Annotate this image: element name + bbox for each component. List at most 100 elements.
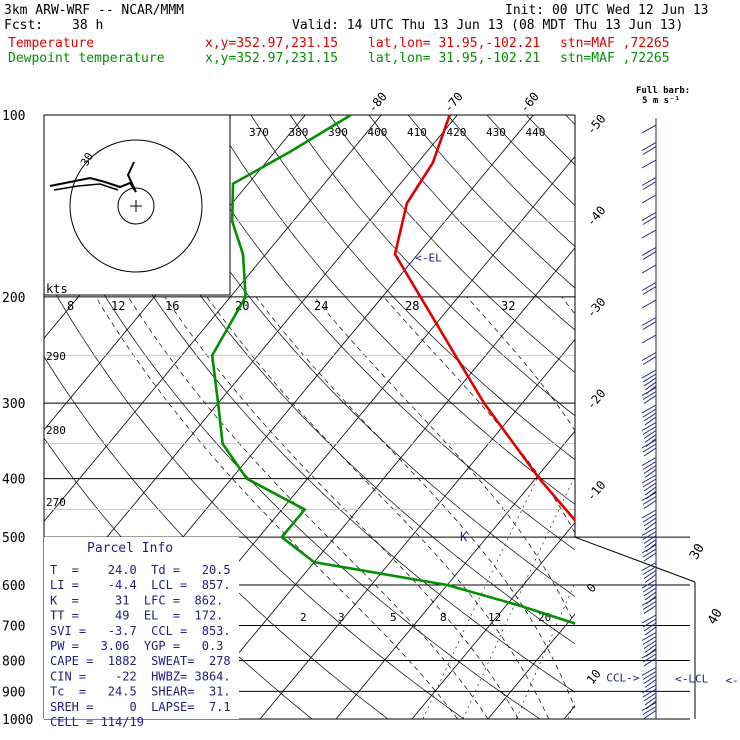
hodograph-ring bbox=[69, 139, 203, 273]
wind-barb bbox=[642, 513, 657, 523]
theta-label: 400 bbox=[368, 126, 388, 139]
skewed-temp-label: -40 bbox=[584, 203, 609, 229]
dry-adiabat bbox=[486, 115, 575, 207]
wind-barb bbox=[641, 317, 657, 326]
theta-label: 390 bbox=[328, 126, 348, 139]
dry-adiabat bbox=[565, 115, 575, 125]
model-title: 3km ARW-WRF -- NCAR/MMM bbox=[4, 3, 185, 18]
wind-barb bbox=[641, 439, 657, 449]
mixing-ratio-label: 28 bbox=[405, 299, 419, 313]
wind-barb bbox=[644, 521, 657, 531]
wind-barb bbox=[641, 667, 657, 676]
wind-barb bbox=[644, 679, 657, 688]
skewed-temp-label: -20 bbox=[584, 386, 609, 412]
wind-barb bbox=[641, 177, 657, 186]
wind-barb bbox=[643, 377, 657, 387]
hodograph-frame bbox=[43, 114, 231, 296]
wind-barb bbox=[644, 416, 657, 426]
parcel-row: CELL = 114/19 bbox=[50, 715, 144, 729]
mixing-ratio-line bbox=[462, 478, 574, 719]
wind-barb bbox=[642, 391, 657, 400]
wind-barb bbox=[643, 675, 657, 684]
wind-barb bbox=[643, 482, 657, 492]
wind-barb bbox=[643, 552, 657, 562]
wind-barb bbox=[642, 181, 657, 190]
wind-barb bbox=[644, 626, 657, 636]
skewed-temp-label: 0 bbox=[584, 581, 599, 596]
moist-adiabat bbox=[383, 296, 575, 534]
wind-barb bbox=[641, 474, 657, 484]
skewed-temp-label: -80 bbox=[365, 90, 390, 116]
moist-adiabat bbox=[658, 297, 732, 719]
dry-adiabat bbox=[329, 115, 575, 373]
isotherm bbox=[44, 115, 382, 523]
wind-barb bbox=[642, 583, 657, 593]
mixing-ratio-label: 12 bbox=[488, 611, 501, 624]
mixing-ratio-line bbox=[422, 478, 538, 719]
isotherm bbox=[411, 521, 575, 719]
theta-label: 380 bbox=[289, 126, 309, 139]
wind-barb bbox=[641, 334, 657, 344]
wind-barb bbox=[643, 570, 657, 579]
theta-label: 430 bbox=[486, 126, 506, 139]
wind-barb bbox=[642, 321, 657, 330]
pressure-label: 200 bbox=[2, 291, 25, 306]
moist-adiabat bbox=[206, 296, 550, 719]
isotherm bbox=[640, 115, 740, 719]
wind-barb bbox=[641, 562, 657, 571]
valid-time: Valid: 14 UTC Thu 13 Jun 13 (08 MDT Thu … bbox=[292, 18, 684, 33]
wind-barb bbox=[644, 486, 657, 496]
hodograph-ring-label: 30 bbox=[78, 150, 96, 168]
parcel-row: LI = -4.4 LCL = 857. bbox=[50, 578, 231, 592]
wind-barb bbox=[642, 706, 657, 715]
mixing-ratio-label: 8 bbox=[440, 611, 447, 624]
dry-adiabat bbox=[605, 115, 740, 719]
wind-barb bbox=[641, 422, 657, 431]
forecast-hour: 38 h bbox=[72, 18, 104, 33]
skewed-temp-label: -10 bbox=[584, 478, 609, 504]
wind-barb bbox=[642, 146, 657, 155]
wind-barb bbox=[642, 671, 657, 680]
theta-label: 370 bbox=[249, 126, 269, 139]
wind-barb bbox=[642, 618, 657, 628]
wind-barb bbox=[644, 381, 657, 391]
wind-barb bbox=[642, 443, 657, 453]
wind-barb bbox=[643, 692, 657, 702]
dry-adiabat bbox=[644, 115, 740, 719]
wind-barb bbox=[642, 373, 657, 383]
hodograph-trace bbox=[49, 161, 137, 193]
skewed-temp-label: -50 bbox=[584, 112, 609, 138]
hodograph-trace bbox=[53, 183, 119, 191]
wind-barb bbox=[641, 264, 657, 274]
wind-barb bbox=[642, 216, 657, 225]
wind-barb bbox=[641, 579, 657, 589]
pressure-label: 1000 bbox=[2, 713, 33, 728]
skewed-temp-label: 10 bbox=[584, 667, 604, 687]
wind-barb bbox=[643, 465, 657, 474]
isotherm bbox=[487, 613, 575, 719]
wind-barb bbox=[641, 527, 657, 536]
forecast-label: Fcst: bbox=[4, 18, 44, 33]
wind-barb bbox=[641, 247, 657, 256]
parcel-row: CAPE = 1882 SWEAT= 278 bbox=[50, 654, 231, 668]
wind-barb bbox=[642, 601, 657, 610]
wind-barb bbox=[641, 457, 657, 466]
temperature-station: stn=MAF ,72265 bbox=[560, 36, 670, 51]
mixing-ratio-label: 32 bbox=[501, 299, 515, 313]
wind-barb bbox=[643, 710, 657, 719]
dry-adiabat bbox=[447, 115, 575, 247]
temperature-profile bbox=[393, 115, 575, 523]
wind-barb bbox=[641, 142, 657, 151]
wind-barb bbox=[641, 124, 657, 134]
mixing-ratio-label: 3 bbox=[338, 611, 345, 624]
theta-label: 270 bbox=[46, 496, 66, 509]
parcel-info-box: Parcel Info T = 24.0 Td = 20.5LI = -4.4 … bbox=[44, 537, 239, 729]
init-time: Init: 00 UTC Wed 12 Jun 13 bbox=[505, 3, 709, 18]
pressure-label: 800 bbox=[2, 654, 25, 669]
wind-barb bbox=[641, 194, 657, 204]
pressure-label: 500 bbox=[2, 531, 25, 546]
wind-barb bbox=[641, 352, 657, 361]
wind-barb bbox=[642, 636, 657, 645]
wind-barb bbox=[641, 212, 657, 221]
